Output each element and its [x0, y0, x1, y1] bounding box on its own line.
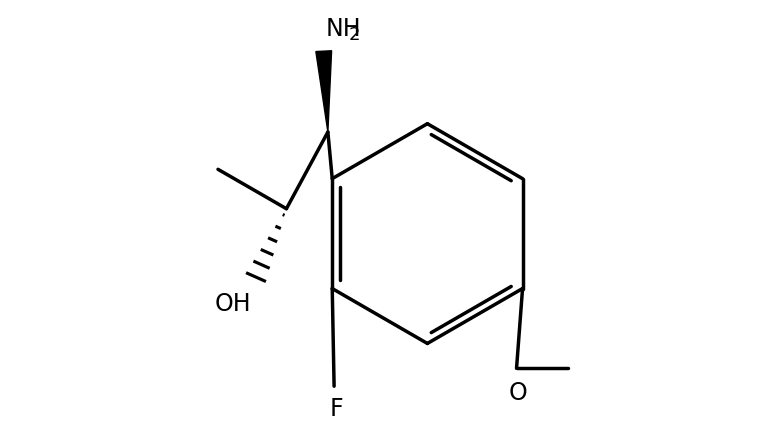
Text: F: F: [329, 397, 343, 420]
Text: NH: NH: [326, 17, 362, 41]
Text: 2: 2: [348, 26, 360, 44]
Polygon shape: [316, 51, 331, 132]
Text: O: O: [508, 381, 527, 405]
Text: OH: OH: [214, 292, 251, 316]
